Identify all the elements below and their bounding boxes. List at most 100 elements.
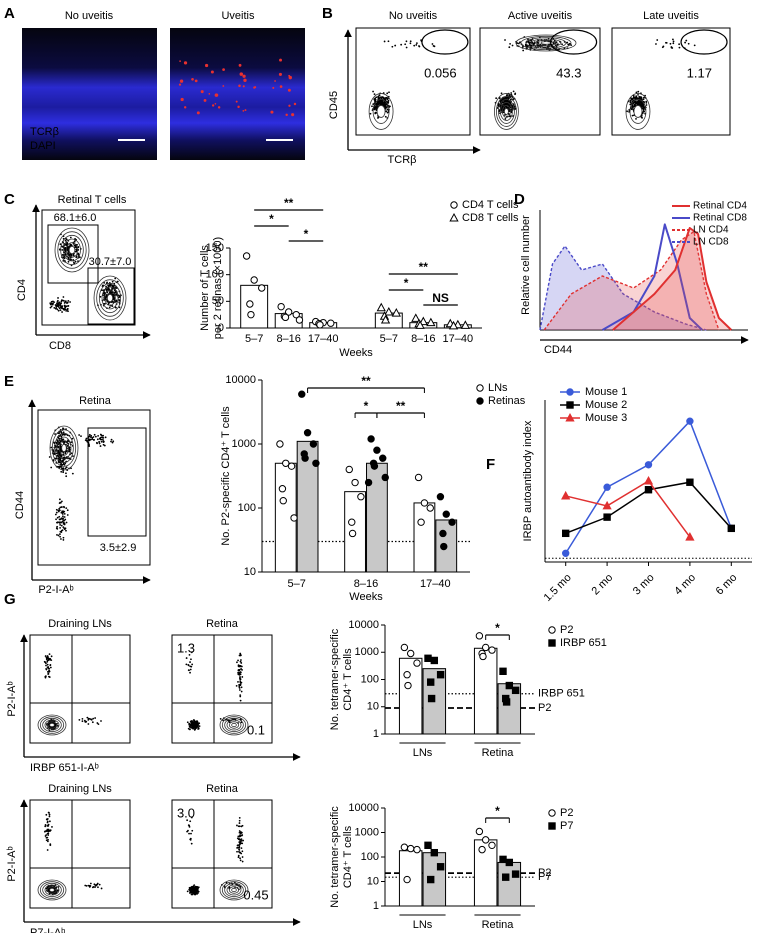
event-dot xyxy=(643,107,646,109)
label: No uveitis xyxy=(65,10,114,22)
tcr-signal xyxy=(272,86,275,89)
data-point xyxy=(562,549,570,557)
y-tick-label: 10 xyxy=(244,566,256,578)
event-dot xyxy=(189,665,192,668)
event-dot xyxy=(190,890,193,893)
event-dot xyxy=(64,239,67,242)
event-dot xyxy=(54,433,56,435)
event-dot xyxy=(413,44,416,47)
axis-label: P7-I-Aᵇ xyxy=(30,927,65,933)
event-dot xyxy=(111,305,114,307)
data-point xyxy=(426,504,434,512)
tcr-signal xyxy=(288,104,291,107)
data-point xyxy=(449,212,459,222)
data-point xyxy=(384,306,394,316)
event-dot xyxy=(672,38,674,41)
event-dot xyxy=(190,887,193,889)
event-dot xyxy=(56,525,59,528)
event-dot xyxy=(239,840,242,843)
event-dot xyxy=(48,676,51,678)
legend-label: Mouse 1 xyxy=(585,386,627,398)
event-dot xyxy=(377,95,380,98)
event-dot xyxy=(60,524,63,527)
contour xyxy=(51,429,77,467)
event-dot xyxy=(66,241,68,244)
x-tick-label: 5–7 xyxy=(287,578,305,590)
event-dot xyxy=(83,719,86,722)
gate xyxy=(549,29,598,55)
event-dot xyxy=(63,463,66,466)
event-dot xyxy=(192,727,195,730)
panel-letter: F xyxy=(486,456,495,473)
event-dot xyxy=(62,459,65,461)
data-point xyxy=(685,532,695,541)
significance-label: * xyxy=(364,399,369,413)
event-dot xyxy=(193,726,196,729)
y-tick-label: 1 xyxy=(373,728,379,740)
event-dot xyxy=(192,724,195,727)
event-dot xyxy=(388,91,390,94)
event-dot xyxy=(67,310,69,313)
bar xyxy=(398,850,423,907)
tcr-signal xyxy=(243,78,247,82)
event-dot xyxy=(198,722,201,725)
contour xyxy=(372,99,390,124)
event-dot xyxy=(96,442,98,445)
plot-frame xyxy=(29,634,131,744)
event-dot xyxy=(59,243,62,246)
gate-value: 43.3 xyxy=(556,65,581,80)
event-dot xyxy=(88,438,91,441)
event-dot xyxy=(65,521,68,524)
event-dot xyxy=(57,461,60,463)
event-dot xyxy=(98,441,100,443)
data-point xyxy=(448,320,459,330)
event-dot xyxy=(185,663,188,666)
axis-label: Number of T cells xyxy=(199,245,211,331)
event-dot xyxy=(236,837,239,840)
data-point xyxy=(488,646,496,654)
tcr-signal xyxy=(183,61,188,65)
data-point xyxy=(566,388,574,396)
y-tick-label: 10 xyxy=(367,875,379,887)
event-dot xyxy=(50,466,53,469)
event-dot xyxy=(60,470,63,473)
contour xyxy=(37,879,67,901)
plot-title: Retina xyxy=(206,783,239,795)
data-point xyxy=(403,875,411,884)
legend-label: Retinal CD8 xyxy=(693,213,747,224)
event-dot xyxy=(59,305,62,308)
event-dot xyxy=(237,668,240,671)
event-dot xyxy=(642,104,644,106)
y-tick-label: 100 xyxy=(361,673,379,685)
x-tick-label: 17–40 xyxy=(420,578,451,590)
significance-label: NS xyxy=(432,291,449,305)
x-tick-label: LNs xyxy=(413,919,433,931)
event-dot xyxy=(431,43,434,45)
event-dot xyxy=(92,886,95,888)
gate xyxy=(47,224,99,284)
event-dot xyxy=(502,105,504,107)
data-point xyxy=(478,845,486,854)
data-point xyxy=(327,319,335,327)
data-point xyxy=(561,490,571,500)
y-tick-label: 10 xyxy=(367,701,379,713)
y-tick-label: 150 xyxy=(206,242,224,254)
event-dot xyxy=(99,436,102,439)
data-point xyxy=(277,302,285,311)
event-dot xyxy=(375,104,378,106)
event-dot xyxy=(630,108,633,111)
event-dot xyxy=(55,302,58,305)
event-dot xyxy=(639,103,642,106)
data-point xyxy=(316,321,324,329)
significance-label: ** xyxy=(396,399,406,413)
event-dot xyxy=(190,842,193,845)
event-dot xyxy=(50,446,53,449)
event-dot xyxy=(59,501,62,504)
event-dot xyxy=(240,681,243,684)
event-dot xyxy=(58,442,61,445)
tcr-signal xyxy=(204,63,209,68)
tcr-signal xyxy=(285,113,288,117)
axis-label: CD8 xyxy=(49,340,71,352)
significance-label: * xyxy=(304,227,309,241)
axis-label: IRBP 651-I-Aᵇ xyxy=(30,762,99,774)
